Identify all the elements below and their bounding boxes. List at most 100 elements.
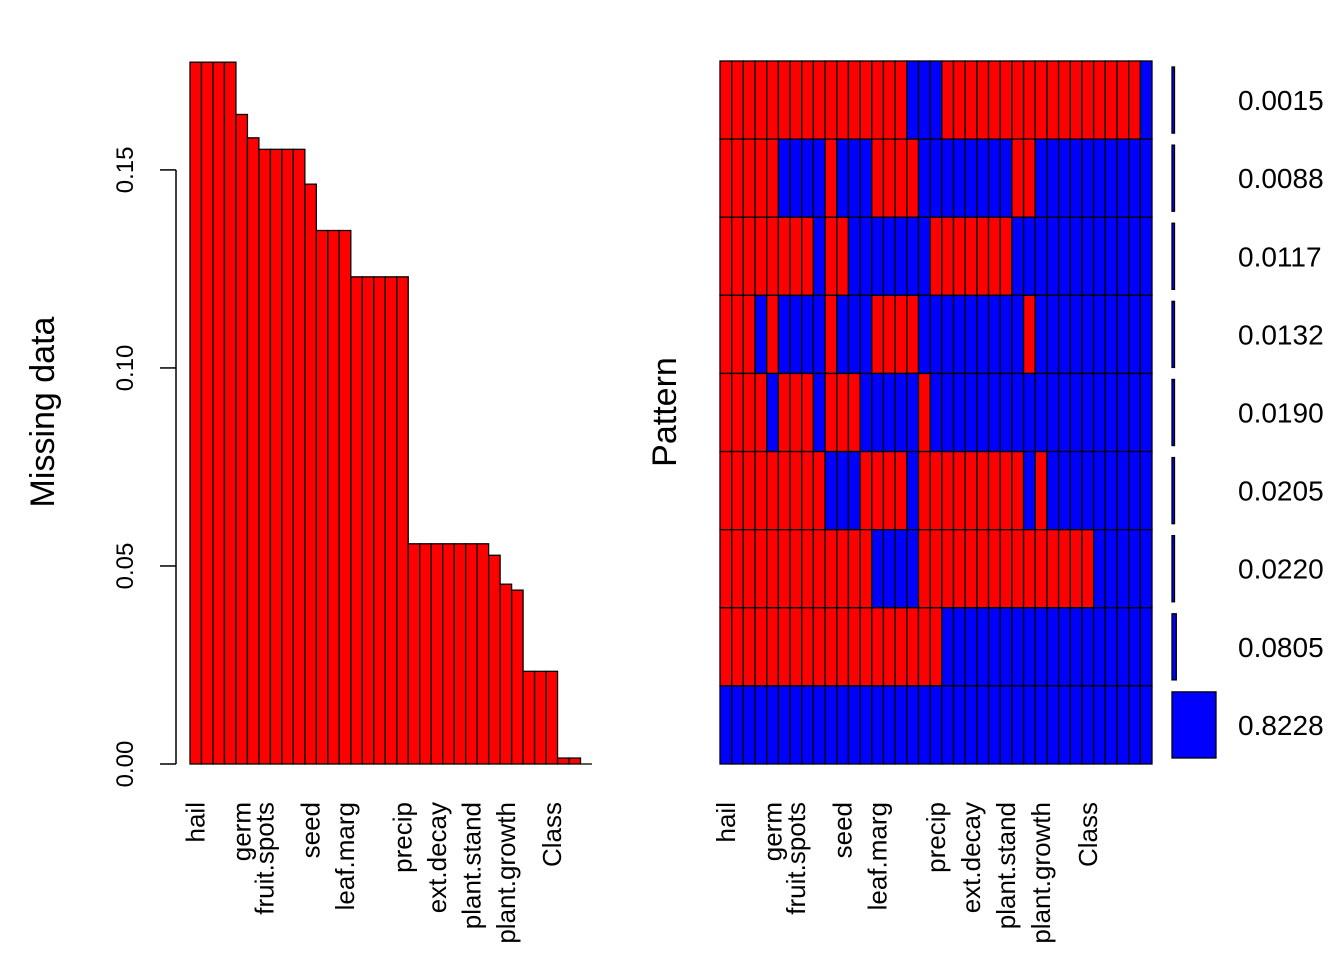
present-cell: [882, 216, 896, 296]
bar: [442, 543, 455, 765]
present-cell: [1057, 607, 1071, 687]
present-cell: [952, 138, 966, 218]
x-tick-label: Class: [537, 802, 567, 867]
present-cell: [1034, 216, 1048, 296]
missing-cell: [754, 607, 768, 687]
missing-cell: [766, 138, 780, 218]
x-tick-label: plant.stand: [456, 802, 486, 929]
missing-cell: [731, 607, 745, 687]
present-cell: [766, 685, 780, 765]
bar: [568, 757, 582, 765]
present-cell: [1011, 294, 1025, 375]
present-cell: [976, 372, 990, 453]
missing-cell: [847, 60, 861, 140]
present-cell: [1011, 372, 1025, 453]
present-cell: [999, 685, 1013, 765]
present-cell: [812, 294, 826, 375]
present-cell: [847, 216, 861, 296]
missing-cell: [731, 294, 745, 375]
present-cell: [1127, 529, 1141, 609]
present-cell: [1139, 216, 1153, 296]
missing-cell: [1057, 529, 1071, 609]
missing-cell: [894, 60, 908, 140]
missing-cell: [906, 294, 920, 375]
missing-cell: [894, 607, 908, 687]
missing-cell: [766, 450, 780, 531]
missing-cell: [801, 450, 815, 531]
pattern-proportion-label: 0.0220: [1238, 554, 1324, 585]
present-cell: [1127, 372, 1141, 453]
missing-cell: [789, 450, 803, 531]
present-cell: [1057, 138, 1071, 218]
present-cell: [1057, 294, 1071, 375]
missing-cell: [859, 607, 873, 687]
present-cell: [1127, 138, 1141, 218]
missing-cell: [859, 60, 873, 140]
x-tick-label: ext.decay: [956, 802, 986, 913]
bar: [533, 670, 547, 765]
missing-cell: [777, 529, 791, 609]
missing-cell: [824, 60, 838, 140]
x-tick-label: plant.stand: [991, 802, 1021, 929]
present-cell: [1116, 685, 1130, 765]
missing-cell: [789, 60, 803, 140]
present-cell: [801, 294, 815, 375]
present-cell: [882, 529, 896, 609]
present-cell: [754, 294, 768, 375]
pattern-y-axis-title: Pattern: [646, 357, 684, 467]
missing-cell: [731, 529, 745, 609]
pattern-proportion-labels: 0.0015 0.0088 0.0117 0.0132 0.0190 0.0205 0.02…: [1238, 85, 1324, 741]
pattern-proportion-label: 0.0132: [1238, 319, 1324, 350]
present-cell: [789, 685, 803, 765]
present-cell: [882, 685, 896, 765]
present-cell: [1081, 216, 1095, 296]
missing-cell: [882, 607, 896, 687]
present-cell: [1127, 294, 1141, 375]
present-cell: [987, 372, 1001, 453]
missing-cell: [766, 294, 780, 375]
present-cell: [1139, 607, 1153, 687]
present-cell: [871, 529, 885, 609]
present-cell: [1116, 372, 1130, 453]
bar: [281, 148, 295, 765]
missing-cell: [882, 450, 896, 531]
x-tick-label: Class: [1073, 802, 1103, 867]
present-cell: [906, 685, 920, 765]
missing-cell: [719, 60, 733, 140]
present-cell: [1057, 372, 1071, 453]
bar: [522, 670, 536, 765]
present-cell: [1046, 450, 1060, 531]
present-cell: [952, 607, 966, 687]
present-cell: [1069, 216, 1083, 296]
missing-cell: [719, 450, 733, 531]
missing-cell: [824, 372, 838, 453]
bar: [292, 148, 306, 765]
present-cell: [1127, 685, 1141, 765]
bar: [189, 61, 203, 765]
missing-cell: [836, 529, 850, 609]
present-cell: [812, 685, 826, 765]
missing-cell: [1022, 294, 1036, 375]
present-cell: [1081, 685, 1095, 765]
missing-cell: [882, 294, 896, 375]
missing-cell: [871, 450, 885, 531]
present-cell: [777, 685, 791, 765]
present-cell: [1092, 607, 1106, 687]
pattern-proportion-label: 0.0205: [1238, 476, 1324, 507]
pattern-proportion-bar: [1171, 691, 1217, 759]
bar: [246, 137, 260, 765]
missing-cell: [754, 372, 768, 453]
pattern-proportion-bar: [1171, 535, 1176, 603]
pattern-cells: [719, 60, 1153, 765]
present-cell: [894, 529, 908, 609]
present-cell: [999, 138, 1013, 218]
x-tick-label: plant.growth: [1026, 802, 1056, 944]
missing-cell: [987, 450, 1001, 531]
present-cell: [917, 138, 931, 218]
missing-cell: [882, 138, 896, 218]
y-tick-label: 0.10: [112, 345, 139, 392]
missing-cell: [742, 60, 756, 140]
missing-cell: [789, 216, 803, 296]
bar: [350, 276, 363, 765]
x-tick-label: precip: [921, 802, 951, 873]
